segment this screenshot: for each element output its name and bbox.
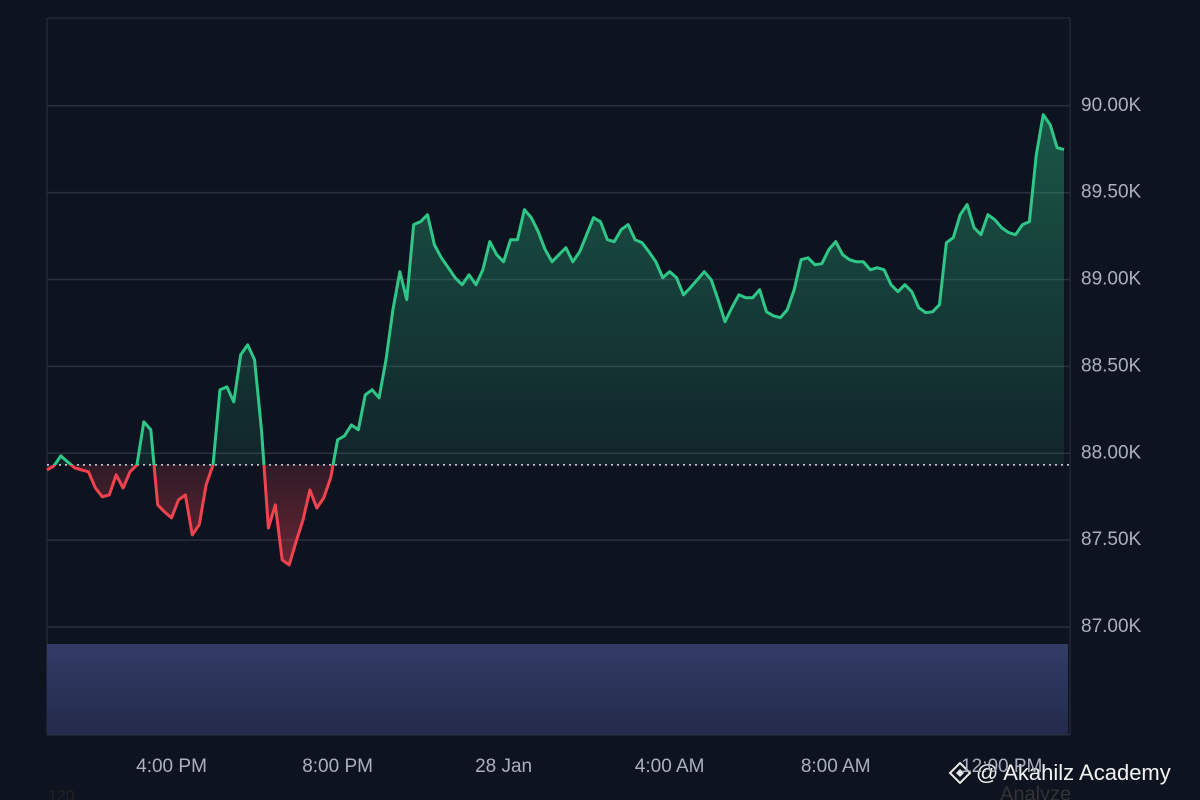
footer-right: Analyze [1000,783,1071,800]
y-tick-label: 89.50K [1081,182,1142,203]
watermark: @ Akahilz Academy [976,760,1171,785]
x-tick-label: 4:00 AM [635,756,705,777]
x-tick-label: 8:00 AM [801,756,871,777]
footer-left: 120 [48,788,75,800]
volume-panel [47,644,1068,735]
y-tick-label: 90.00K [1081,95,1142,116]
y-tick-label: 88.00K [1081,442,1142,463]
x-tick-label: 28 Jan [475,756,532,777]
x-tick-label: 8:00 PM [302,756,373,777]
y-tick-label: 87.00K [1081,616,1142,637]
watermark-icon [948,761,972,785]
y-tick-label: 89.00K [1081,269,1142,290]
price-line [46,113,1065,567]
x-tick-label: 12:00 PM [961,756,1042,777]
x-tick-label: 4:00 PM [136,756,207,777]
y-tick-label: 88.50K [1081,355,1142,376]
price-area [47,114,1064,565]
y-tick-label: 87.50K [1081,529,1142,550]
